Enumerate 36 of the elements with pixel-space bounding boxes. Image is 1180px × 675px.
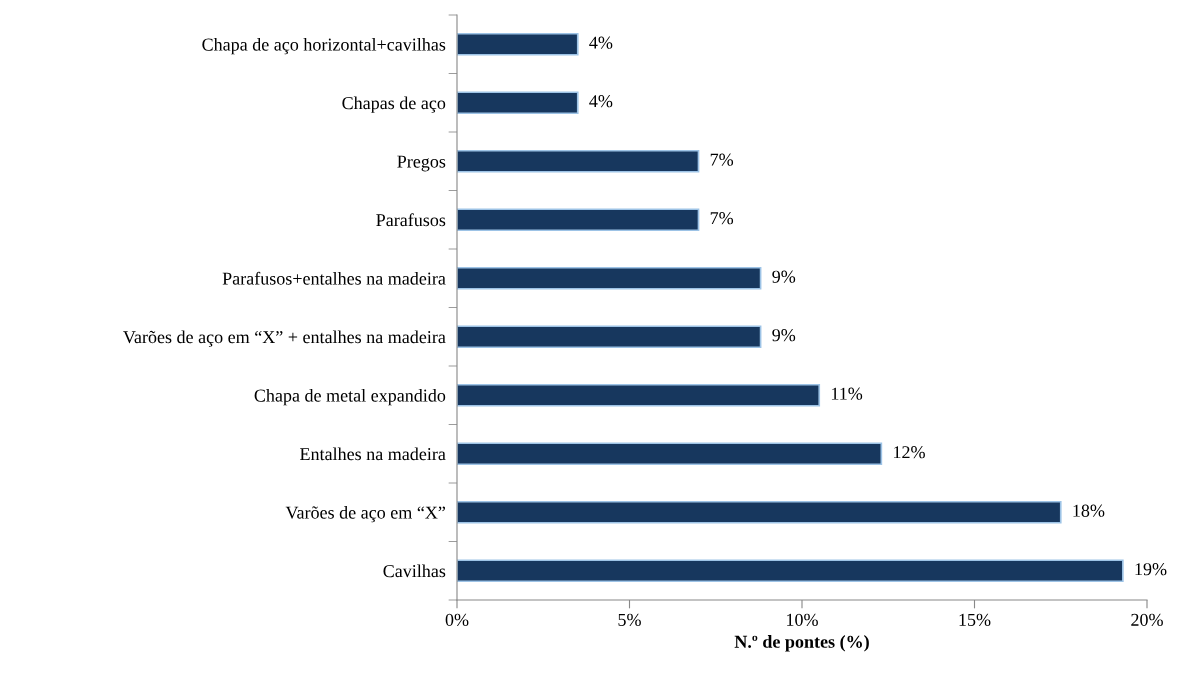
data-label: 4%: [589, 36, 613, 49]
bar: [457, 208, 700, 232]
y-tick-label: Chapa de metal expandido: [254, 388, 446, 406]
x-axis-title: N.º de pontes (%): [734, 635, 869, 652]
bar: [457, 149, 700, 173]
y-tick-label: Parafusos+entalhes na madeira: [222, 271, 446, 285]
y-tick-label: Chapa de aço horizontal+cavilhas: [202, 37, 446, 55]
y-tick-label: Cavilhas: [383, 564, 446, 578]
x-tick-label: 0%: [445, 613, 469, 626]
y-tick-label: Chapas de aço: [342, 96, 446, 113]
bar: [457, 325, 762, 349]
x-tick-label: 5%: [618, 613, 641, 626]
y-tick-label: Parafusos: [376, 213, 446, 227]
x-tick-label: 15%: [959, 613, 991, 626]
y-tick-label: Entalhes na madeira: [300, 447, 446, 461]
y-tick-label: Varões de aço em “X” + entalhes na madeira: [123, 330, 446, 347]
x-tick-label: 20%: [1131, 613, 1163, 626]
data-label: 18%: [1073, 504, 1105, 517]
y-tick-label: Varões de aço em “X”: [285, 505, 446, 523]
data-label: 7%: [710, 153, 734, 166]
y-tick-label: Pregos: [397, 155, 446, 172]
bar: [457, 500, 1062, 524]
data-label: 11%: [831, 387, 863, 400]
bar: [457, 383, 821, 407]
data-label: 7%: [710, 212, 734, 225]
data-label: 19%: [1135, 563, 1167, 576]
data-label: 9%: [772, 329, 796, 342]
bar: [457, 32, 579, 56]
data-label: 4%: [589, 95, 613, 108]
data-label: 9%: [772, 270, 796, 283]
bar: [457, 559, 1124, 583]
x-tick-label: 10%: [787, 613, 818, 626]
data-label: 12%: [894, 446, 925, 459]
bar: [457, 266, 762, 290]
bar: [457, 91, 579, 115]
bar: [457, 442, 883, 466]
